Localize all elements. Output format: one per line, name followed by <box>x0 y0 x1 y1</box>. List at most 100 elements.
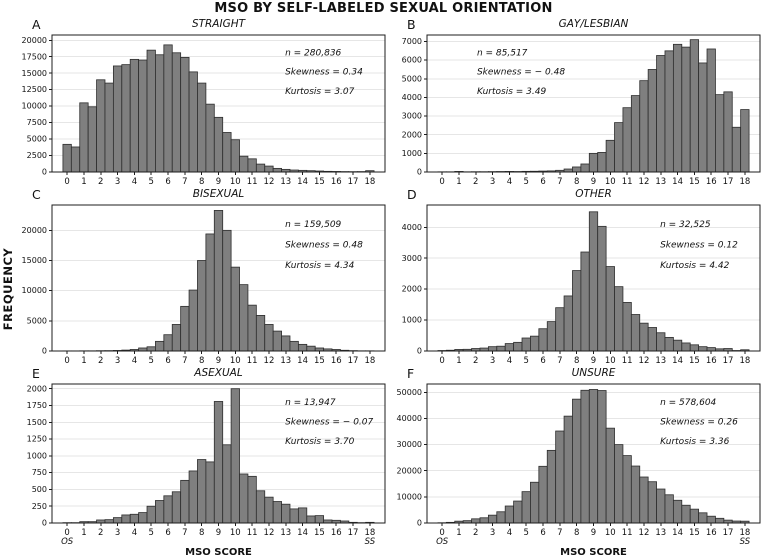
histogram-bar <box>530 481 540 524</box>
stats-annotation: Kurtosis = 4.42 <box>660 261 730 271</box>
histogram-bar <box>513 500 523 524</box>
x-tick-label: 6 <box>540 528 545 538</box>
histogram-bar <box>121 64 131 173</box>
histogram-bar <box>580 163 590 173</box>
x-tick-label: 2 <box>473 528 478 538</box>
y-tick-label: 4000 <box>402 93 422 102</box>
x-tick-label: 2 <box>98 356 103 366</box>
histogram-bar <box>230 266 240 352</box>
x-tick-label: 14 <box>672 528 683 538</box>
histogram-bar <box>740 109 750 173</box>
histogram-bar <box>272 330 282 352</box>
histogram-bar <box>163 44 173 173</box>
histogram-bar <box>563 415 573 524</box>
histogram-bar <box>155 500 165 524</box>
histogram-bar <box>715 94 725 173</box>
y-tick-label: 20000 <box>22 226 47 235</box>
y-tick-label: 0 <box>417 168 422 177</box>
y-tick-label: 10000 <box>22 286 47 295</box>
stats-annotation: n = 32,525 <box>660 220 711 230</box>
x-tick-label: 7 <box>557 177 562 187</box>
x-tick-label: 8 <box>199 356 204 366</box>
x-tick-label: 8 <box>574 528 579 538</box>
y-tick-label: 5000 <box>27 135 47 144</box>
histogram-bar <box>138 59 148 173</box>
x-tick-label: 13 <box>655 177 666 187</box>
x-tick-label: 10 <box>230 177 241 187</box>
histogram-bar <box>546 449 557 524</box>
stats-annotation: Kurtosis = 3.36 <box>660 437 730 447</box>
y-tick-label: 4000 <box>402 223 422 232</box>
y-tick-label: 6000 <box>402 56 422 65</box>
x-tick-label: 10 <box>605 356 616 366</box>
histogram-bar <box>306 515 316 524</box>
y-tick-label: 7000 <box>402 37 422 46</box>
histogram-bar <box>656 55 666 173</box>
histogram-bar <box>681 504 691 524</box>
histogram-bar <box>171 491 182 524</box>
x-tick-label: 0 <box>439 528 444 538</box>
x-tick-label: 15 <box>314 356 325 366</box>
x-tick-label: 3 <box>115 528 120 538</box>
histogram-bar <box>213 116 224 173</box>
histogram-bar <box>681 342 691 352</box>
histogram-bar <box>572 398 582 524</box>
x-tick-label: 0 <box>64 356 69 366</box>
panel-bisexual: C BISEXUAL 0 5000 10000 15000 20000 0 1 2 3 4 5 6 7 8… <box>16 187 391 367</box>
histogram-bar <box>605 139 615 173</box>
histogram-bar <box>297 343 308 352</box>
x-tick-label: 11 <box>247 177 258 187</box>
x-tick-label: 17 <box>723 528 734 538</box>
x-tick-label: 6 <box>540 356 545 366</box>
panel-title: UNSURE <box>571 367 616 379</box>
histogram-bar <box>605 427 615 524</box>
y-tick-label: 1750 <box>27 401 47 410</box>
x-tick-label: 9 <box>216 177 221 187</box>
histogram-bar <box>255 490 266 524</box>
x-tick-label: 13 <box>280 528 291 538</box>
histogram-bar <box>171 52 182 173</box>
histogram-bar <box>62 143 72 173</box>
histogram-bar <box>622 302 632 352</box>
histogram-bar <box>706 347 716 352</box>
histogram-bar <box>555 307 565 352</box>
x-tick-label: 13 <box>280 356 291 366</box>
x-tick-label: 17 <box>348 356 359 366</box>
histogram-bar <box>471 518 481 524</box>
histogram-bar <box>521 337 531 352</box>
y-tick-label: 40000 <box>397 414 422 423</box>
y-tick-label: 2000 <box>27 384 47 393</box>
panel-letter: B <box>407 17 416 32</box>
x-tick-label: 6 <box>540 177 545 187</box>
histogram-bar <box>487 514 498 524</box>
x-axis-label: MSO SCORE <box>560 547 627 558</box>
y-tick-label: 3000 <box>402 254 422 263</box>
histogram-bar <box>530 335 540 352</box>
y-tick-label: 15000 <box>22 256 47 265</box>
histogram-bar <box>188 470 198 524</box>
x-tick-label: 8 <box>199 177 204 187</box>
histogram-bar <box>681 46 691 173</box>
histogram-bar <box>129 513 140 524</box>
histogram-bar <box>112 517 123 524</box>
histogram-bar <box>146 49 156 173</box>
histogram-bar <box>546 321 557 352</box>
stats-annotation: Skewness = − 0.48 <box>477 68 565 78</box>
y-tick-label: 2000 <box>402 130 422 139</box>
histogram-bar <box>121 514 131 524</box>
panel-letter: F <box>407 366 415 381</box>
stats-annotation: Kurtosis = 3.49 <box>477 87 547 97</box>
histogram-bar <box>630 314 641 352</box>
x-tick-label: 7 <box>182 177 187 187</box>
x-axis-ss-label: SS <box>365 537 376 547</box>
histogram-bar <box>138 512 148 524</box>
histogram-bar <box>597 225 607 352</box>
histogram-bar <box>580 251 590 352</box>
y-tick-label: 2000 <box>402 285 422 294</box>
x-tick-label: 12 <box>264 528 275 538</box>
histogram-bar <box>213 401 224 524</box>
y-tick-label: 0 <box>42 168 47 177</box>
x-tick-label: 15 <box>689 356 700 366</box>
